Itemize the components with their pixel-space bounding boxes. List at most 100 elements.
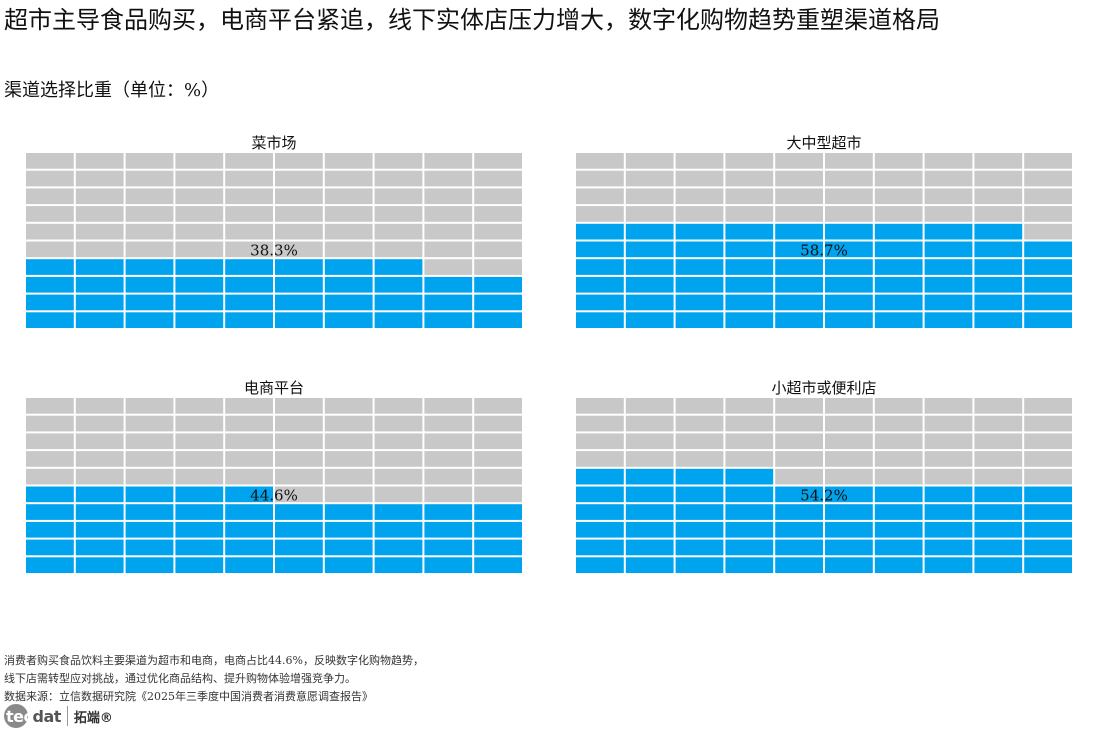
waffle-cell-filled (675, 241, 724, 258)
waffle-cell-filled (424, 504, 473, 520)
waffle-cell-empty (75, 153, 124, 169)
waffle-cell-empty (26, 433, 74, 450)
waffle-cell-filled (775, 223, 823, 240)
waffle-cell-empty (725, 170, 774, 187)
waffle-cell-filled (924, 312, 973, 328)
waffle-cell-filled (825, 521, 873, 538)
waffle-cell-empty (924, 170, 973, 187)
waffle-cell-filled (675, 259, 724, 275)
waffle-cell-filled (374, 259, 423, 275)
waffle-cell-filled (424, 294, 473, 311)
panel-title: 大中型超市 (786, 134, 862, 152)
waffle-cell-filled (625, 312, 674, 328)
waffle-cell-empty (974, 415, 1023, 432)
waffle-cell-filled (175, 486, 224, 503)
waffle-cell-filled (825, 223, 873, 240)
waffle-cell-filled (125, 504, 174, 520)
waffle-cell-empty (125, 153, 174, 169)
waffle-chart: 58.7% (576, 153, 1072, 328)
waffle-cell-empty (424, 259, 473, 275)
waffle-cell-filled (576, 504, 624, 520)
waffle-cell-filled (874, 504, 923, 520)
waffle-cell-filled (75, 259, 124, 275)
waffle-cell-filled (725, 312, 774, 328)
waffle-cell-filled (675, 486, 724, 503)
waffle-cell-empty (324, 486, 373, 503)
waffle-cell-empty (125, 398, 174, 414)
waffle-value-label: 58.7% (800, 241, 848, 259)
waffle-cell-filled (625, 468, 674, 485)
waffle-cell-empty (1024, 188, 1072, 205)
waffle-cell-empty (125, 206, 174, 222)
waffle-cell-empty (825, 433, 873, 450)
waffle-cell-empty (474, 153, 522, 169)
waffle-cell-filled (576, 486, 624, 503)
waffle-cell-filled (974, 504, 1023, 520)
brand-logo: tecdat 拓端® (4, 703, 113, 729)
logo-circle-icon (4, 704, 28, 728)
waffle-cell-empty (374, 468, 423, 485)
waffle-cell-empty (474, 415, 522, 432)
waffle-cell-filled (775, 259, 823, 275)
waffle-value-label: 38.3% (250, 241, 298, 259)
waffle-cell-filled (324, 276, 373, 293)
waffle-cell-filled (725, 294, 774, 311)
waffle-value-label: 54.2% (800, 486, 848, 504)
waffle-cell-empty (175, 223, 224, 240)
waffle-cell-filled (775, 504, 823, 520)
waffle-cell-filled (775, 557, 823, 573)
waffle-cell-empty (474, 223, 522, 240)
waffle-cell-filled (324, 521, 373, 538)
waffle-cell-empty (775, 206, 823, 222)
waffle-cell-empty (225, 415, 273, 432)
waffle-cell-filled (974, 223, 1023, 240)
waffle-cell-empty (924, 398, 973, 414)
waffle-cell-filled (225, 294, 273, 311)
waffle-cell-empty (275, 433, 323, 450)
waffle-cell-filled (974, 557, 1023, 573)
waffle-cell-filled (225, 312, 273, 328)
waffle-cell-filled (1024, 259, 1072, 275)
waffle-cell-filled (125, 521, 174, 538)
waffle-cell-empty (125, 223, 174, 240)
waffle-cell-filled (576, 312, 624, 328)
waffle-cell-empty (474, 468, 522, 485)
waffle-cell-empty (374, 188, 423, 205)
waffle-cell-filled (1024, 276, 1072, 293)
waffle-cell-empty (275, 170, 323, 187)
waffle-cell-filled (725, 223, 774, 240)
waffle-cell-filled (625, 259, 674, 275)
waffle-cell-filled (474, 276, 522, 293)
waffle-cell-empty (874, 415, 923, 432)
waffle-cell-filled (424, 539, 473, 556)
waffle-cell-filled (924, 259, 973, 275)
waffle-cell-empty (75, 206, 124, 222)
waffle-cell-filled (675, 312, 724, 328)
waffle-panel-large-supermarket: 大中型超市 58.7% (576, 133, 1072, 333)
waffle-cell-empty (26, 170, 74, 187)
waffle-cell-filled (275, 521, 323, 538)
waffle-cell-empty (374, 398, 423, 414)
waffle-cell-empty (874, 206, 923, 222)
waffle-cell-filled (175, 259, 224, 275)
waffle-cell-empty (625, 206, 674, 222)
waffle-cell-empty (576, 415, 624, 432)
waffle-cell-empty (576, 451, 624, 467)
waffle-cell-filled (924, 557, 973, 573)
waffle-cell-empty (75, 223, 124, 240)
waffle-cell-filled (576, 468, 624, 485)
waffle-cell-filled (924, 539, 973, 556)
waffle-cell-filled (675, 521, 724, 538)
waffle-cell-empty (225, 153, 273, 169)
waffle-cell-filled (26, 276, 74, 293)
waffle-cell-filled (825, 259, 873, 275)
waffle-cell-filled (625, 294, 674, 311)
waffle-cell-empty (26, 241, 74, 258)
waffle-cell-empty (924, 188, 973, 205)
waffle-cell-empty (225, 188, 273, 205)
waffle-cell-empty (275, 451, 323, 467)
waffle-cell-empty (175, 188, 224, 205)
waffle-cell-filled (874, 312, 923, 328)
waffle-cell-empty (125, 241, 174, 258)
waffle-cell-empty (675, 188, 724, 205)
